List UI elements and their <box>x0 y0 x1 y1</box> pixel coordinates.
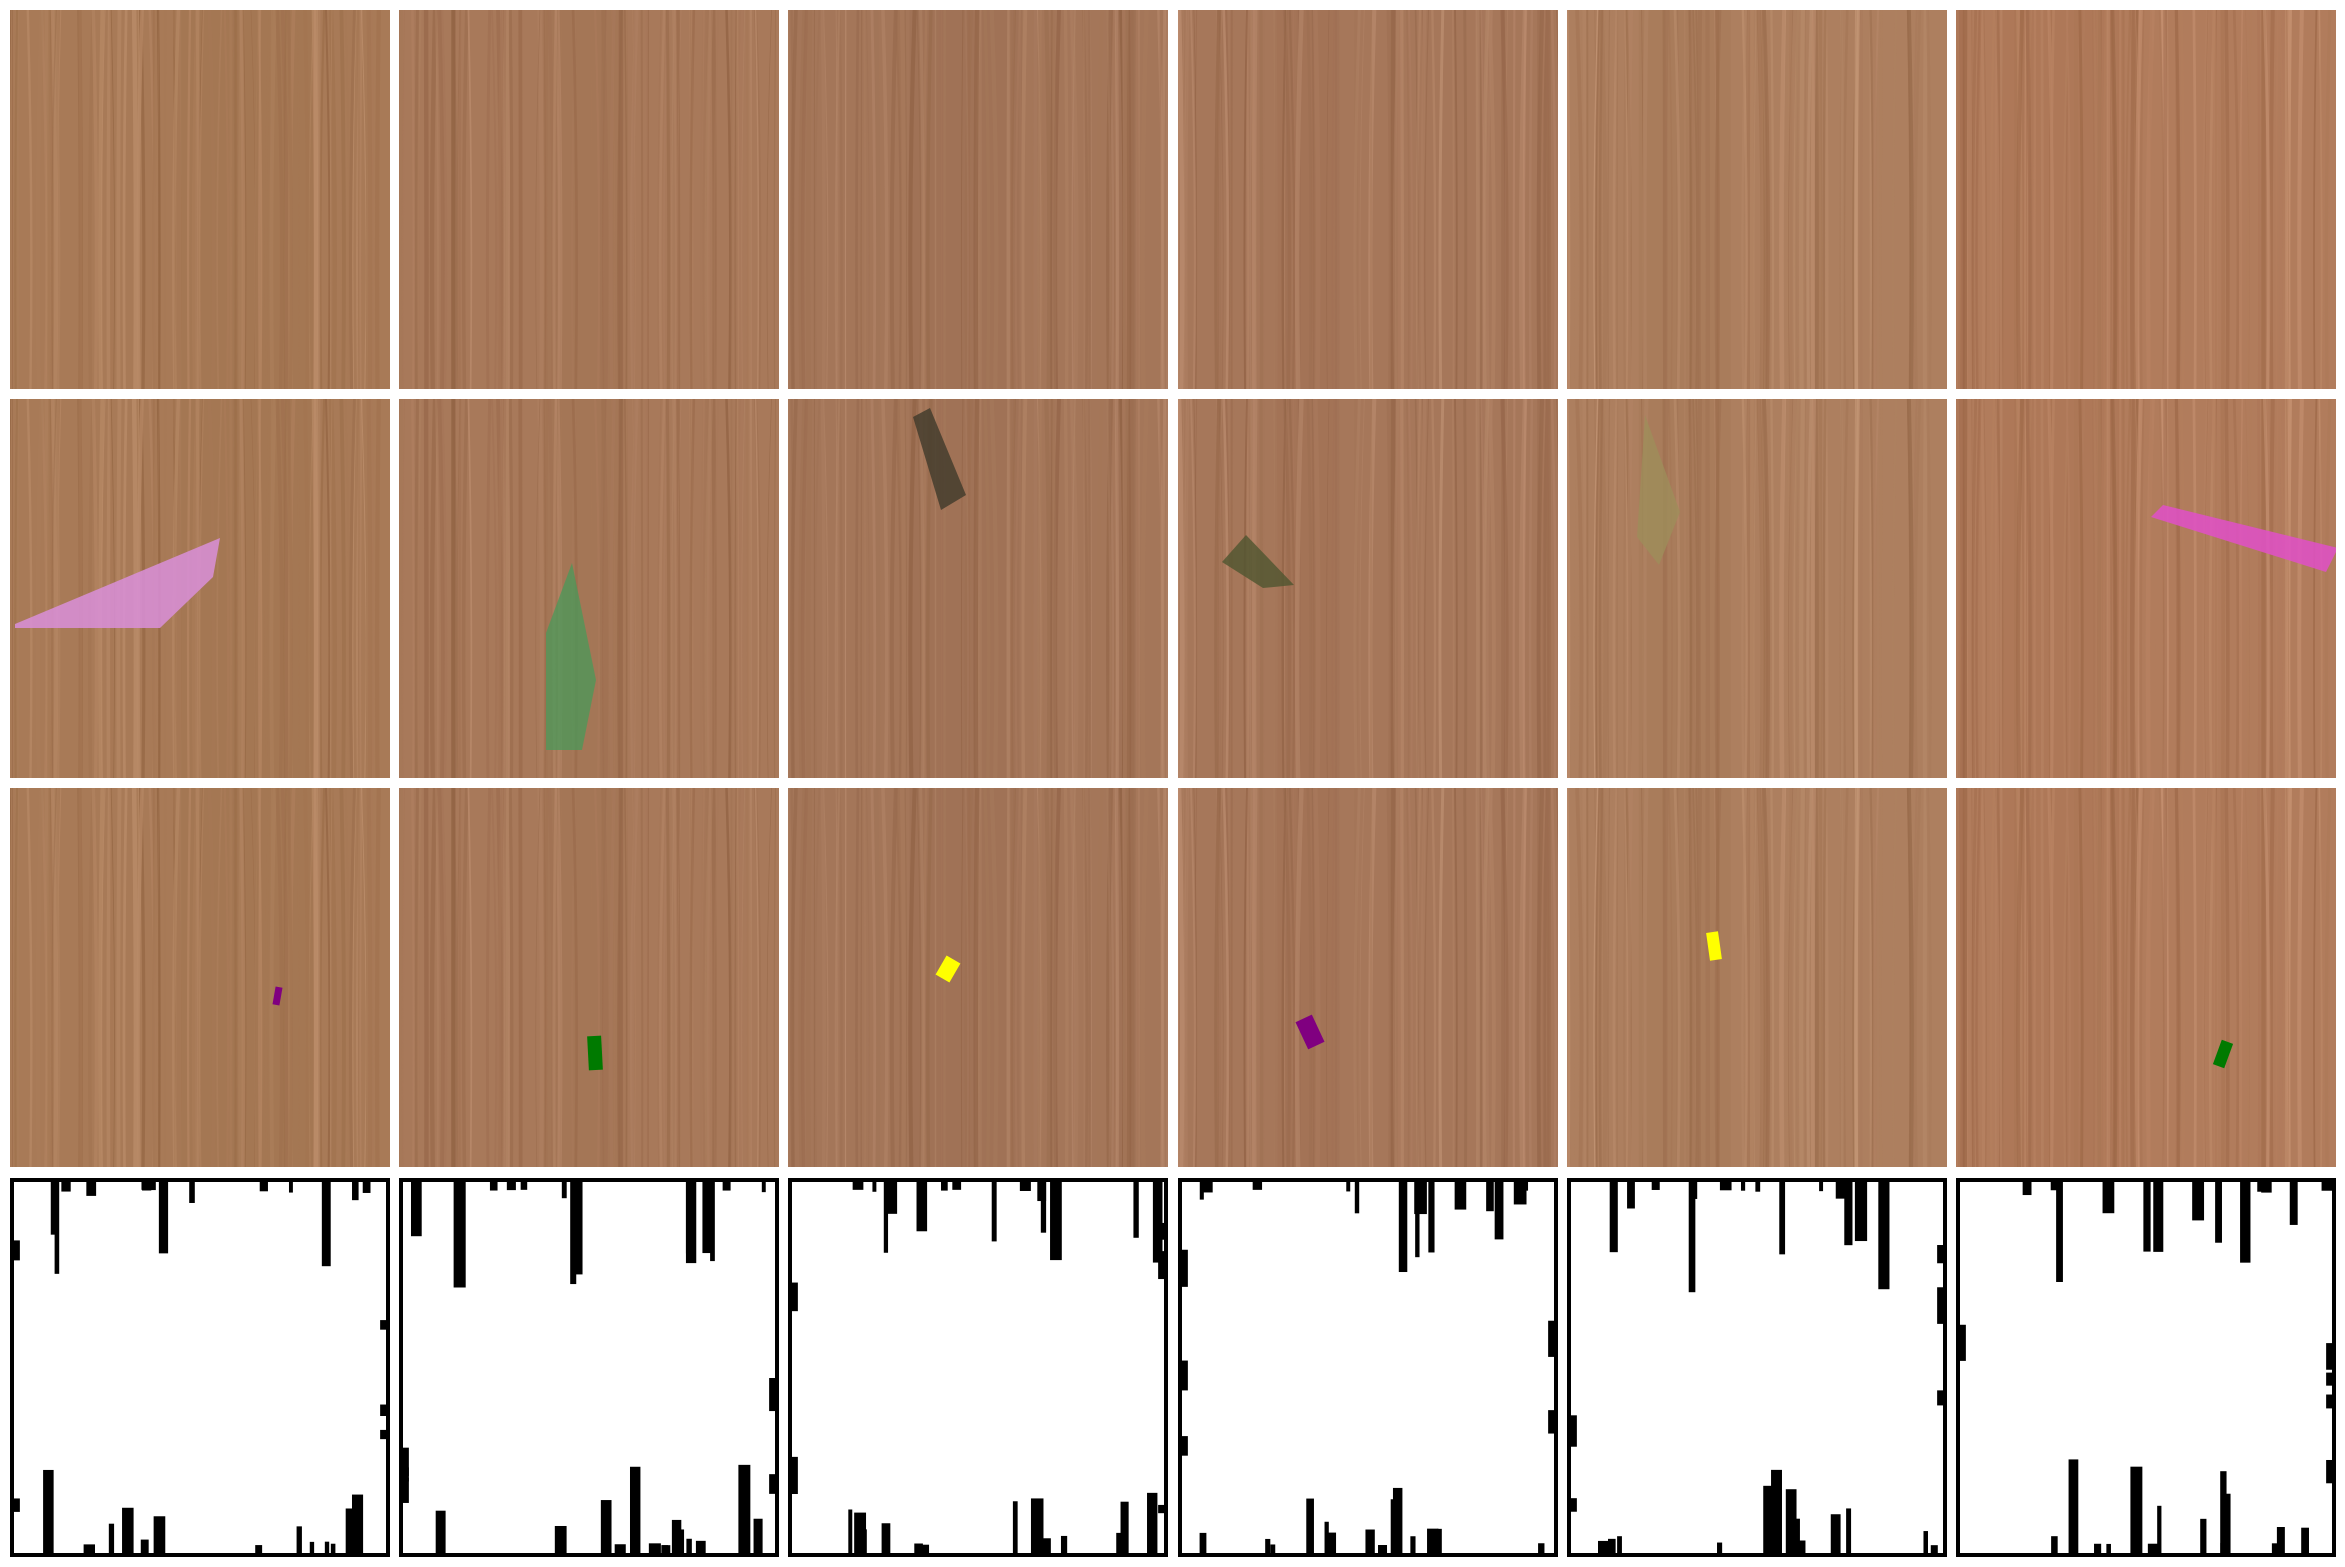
wood-image <box>1567 10 1947 389</box>
wood-image <box>788 788 1168 1167</box>
mask-tile <box>1956 1178 2336 1557</box>
wood-image <box>399 399 779 778</box>
wood-image <box>1956 788 2336 1167</box>
defect-region <box>1222 535 1294 588</box>
wood-image <box>1956 10 2336 389</box>
defect-marker <box>1295 1014 1325 1050</box>
mask-tile <box>1567 1178 1947 1557</box>
wood-image <box>399 10 779 389</box>
defect-tile <box>399 788 779 1167</box>
mask-tile <box>10 1178 390 1557</box>
mask-image <box>14 1182 386 1553</box>
wood-image <box>10 399 390 778</box>
defect-marker <box>272 986 283 1006</box>
defect-tile <box>1178 399 1558 778</box>
wood-image <box>399 788 779 1167</box>
wood-image <box>10 788 390 1167</box>
wood-tile <box>10 10 390 389</box>
defect-region <box>546 563 596 750</box>
wood-image <box>1178 399 1558 778</box>
wood-image <box>1567 788 1947 1167</box>
mask-tile <box>788 1178 1168 1557</box>
mask-tile <box>1178 1178 1558 1557</box>
wood-image <box>788 10 1168 389</box>
wood-tile <box>1567 10 1947 389</box>
defect-tile <box>1956 399 2336 778</box>
defect-tile <box>1567 788 1947 1167</box>
wood-image <box>1956 399 2336 778</box>
wood-image <box>1567 399 1947 778</box>
defect-region <box>1637 415 1680 565</box>
defect-marker <box>935 955 961 983</box>
mask-image <box>1960 1182 2332 1553</box>
defect-marker <box>2212 1039 2234 1069</box>
wood-tile <box>399 10 779 389</box>
mask-image <box>1182 1182 1554 1553</box>
defect-tile <box>399 399 779 778</box>
wood-tile <box>1956 10 2336 389</box>
wood-tile <box>788 10 1168 389</box>
wood-image <box>10 10 390 389</box>
defect-marker <box>1706 931 1722 961</box>
defect-tile <box>1956 788 2336 1167</box>
defect-region <box>2151 505 2336 572</box>
mask-tile <box>399 1178 779 1557</box>
mask-image <box>403 1182 775 1553</box>
wood-image <box>1178 10 1558 389</box>
defect-tile <box>788 399 1168 778</box>
defect-region <box>15 538 220 628</box>
wood-image <box>788 399 1168 778</box>
wood-image <box>1178 788 1558 1167</box>
defect-tile <box>788 788 1168 1167</box>
mask-image <box>792 1182 1164 1553</box>
defect-tile <box>1178 788 1558 1167</box>
defect-tile <box>10 788 390 1167</box>
mask-image <box>1571 1182 1943 1553</box>
defect-tile <box>10 399 390 778</box>
defect-tile <box>1567 399 1947 778</box>
defect-region <box>913 408 966 510</box>
wood-tile <box>1178 10 1558 389</box>
defect-marker <box>587 1035 603 1071</box>
